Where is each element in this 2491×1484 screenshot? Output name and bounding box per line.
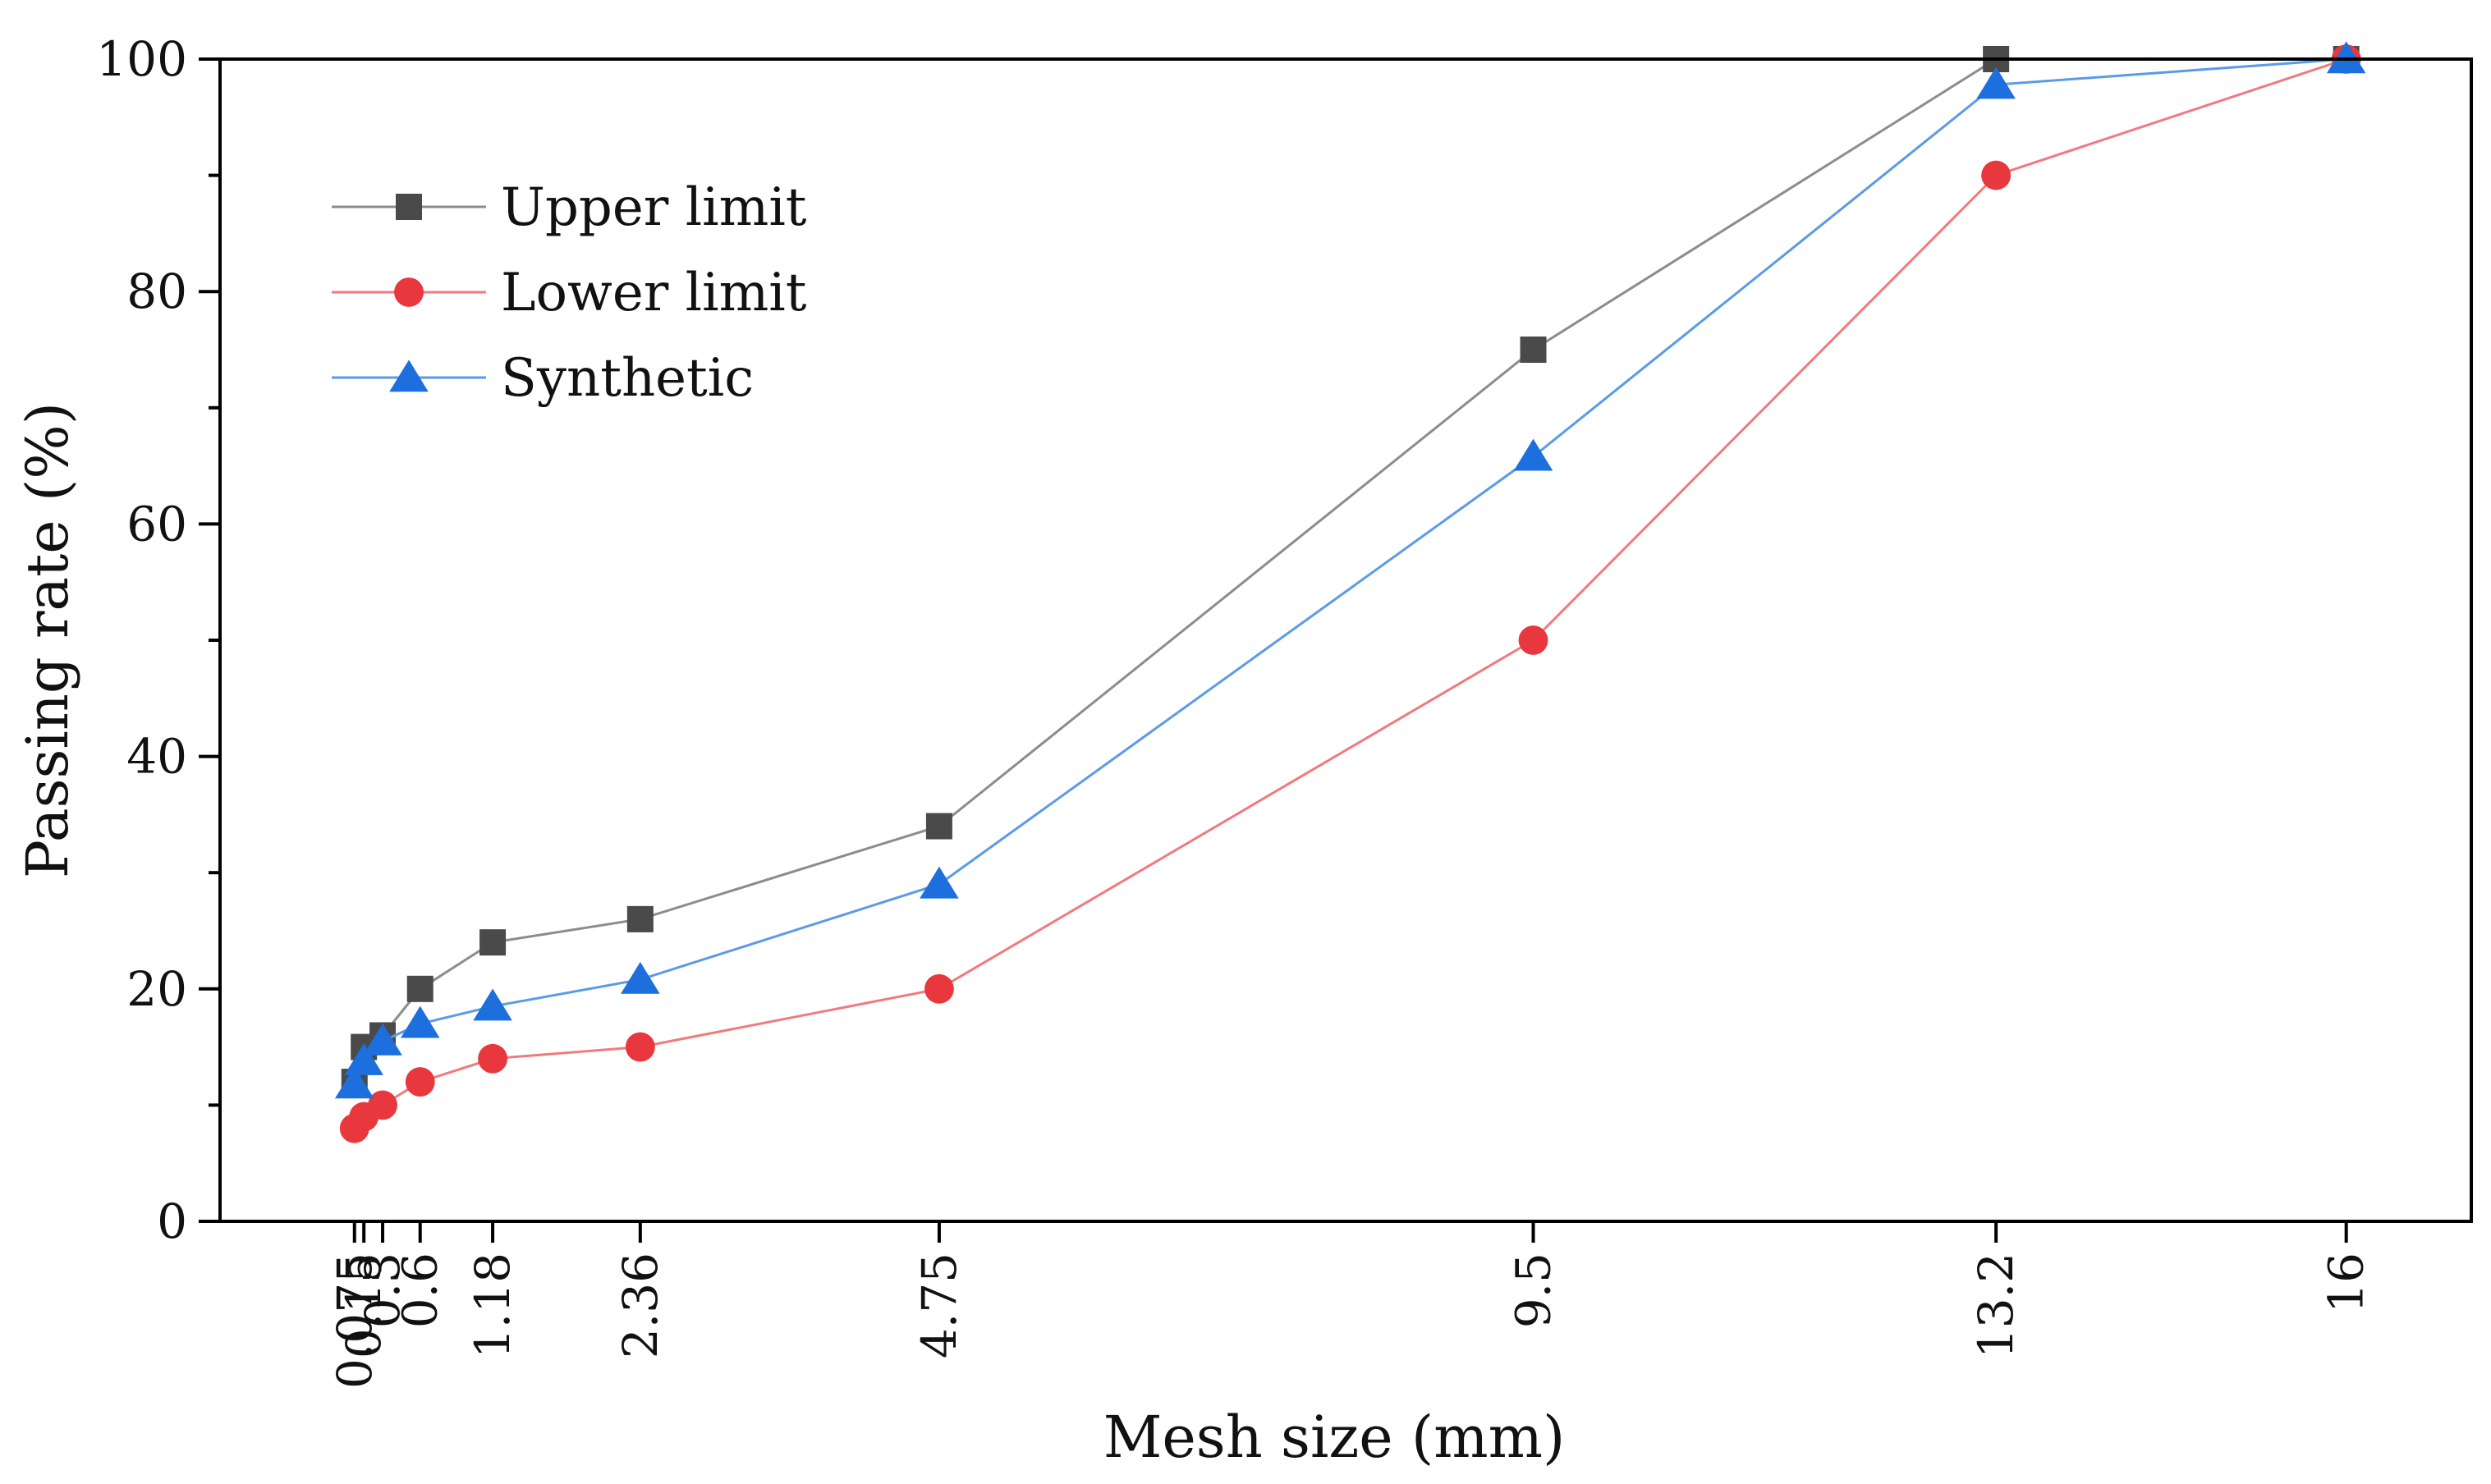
x-tick-label: 0.075: [327, 1253, 383, 1389]
lower-limit-point: [625, 1032, 655, 1062]
x-tick-label: 4.75: [911, 1253, 967, 1358]
y-tick-label: 40: [126, 729, 187, 785]
synthetic-point: [1976, 66, 2016, 99]
x-tick-label: 0.3: [355, 1253, 411, 1328]
y-tick-label: 100: [96, 31, 187, 87]
synthetic-point: [2326, 41, 2366, 74]
upper-limit-point: [925, 813, 952, 840]
synthetic-point: [1513, 438, 1553, 471]
synthetic-point: [400, 1005, 440, 1038]
x-axis-title: Mesh size (mm): [1103, 1404, 1566, 1471]
synthetic-point: [920, 866, 959, 899]
synthetic-point: [344, 1042, 383, 1075]
lower-limit-point: [478, 1043, 508, 1074]
legend-lower-limit-marker: [394, 277, 424, 307]
y-axis-title: Passing rate (%): [14, 402, 81, 878]
synthetic-point: [621, 961, 660, 994]
x-tick-label: 16: [2319, 1253, 2374, 1313]
x-tick-label: 9.5: [1506, 1253, 1562, 1328]
synthetic-point: [334, 1066, 374, 1099]
legend-synthetic-marker: [389, 360, 429, 392]
x-tick-label: 1.18: [465, 1253, 521, 1358]
synthetic-point: [473, 988, 512, 1021]
upper-limit-point: [626, 905, 654, 932]
legend-upper-limit-marker: [396, 194, 422, 220]
series-layer: [334, 41, 2366, 1143]
x-tick-label: 13.2: [1968, 1253, 2024, 1358]
lower-limit-point: [405, 1067, 435, 1097]
upper-limit-point: [479, 929, 507, 956]
y-tick-label: 80: [126, 263, 187, 319]
lower-limit-point: [1518, 625, 1548, 655]
y-tick-label: 0: [157, 1193, 187, 1249]
legend-upper-limit-label: Upper limit: [501, 177, 807, 238]
y-tick-label: 20: [126, 961, 187, 1017]
x-tick-label: 0.15: [336, 1253, 392, 1358]
legend-synthetic-label: Synthetic: [501, 348, 754, 409]
synthetic-point: [363, 1023, 402, 1056]
x-tick-label: 2.36: [612, 1253, 668, 1358]
lower-limit-point: [368, 1090, 397, 1120]
x-tick-label: 0.6: [392, 1253, 448, 1328]
legend-lower-limit-label: Lower limit: [501, 263, 807, 323]
upper-limit-point: [1520, 337, 1547, 363]
legend: Upper limit Lower limit Synthetic: [332, 177, 807, 409]
y-tick-label: 60: [126, 496, 187, 552]
upper-limit-point: [406, 975, 434, 1002]
lower-limit-point: [924, 973, 954, 1004]
lower-limit-point: [1981, 160, 2012, 190]
